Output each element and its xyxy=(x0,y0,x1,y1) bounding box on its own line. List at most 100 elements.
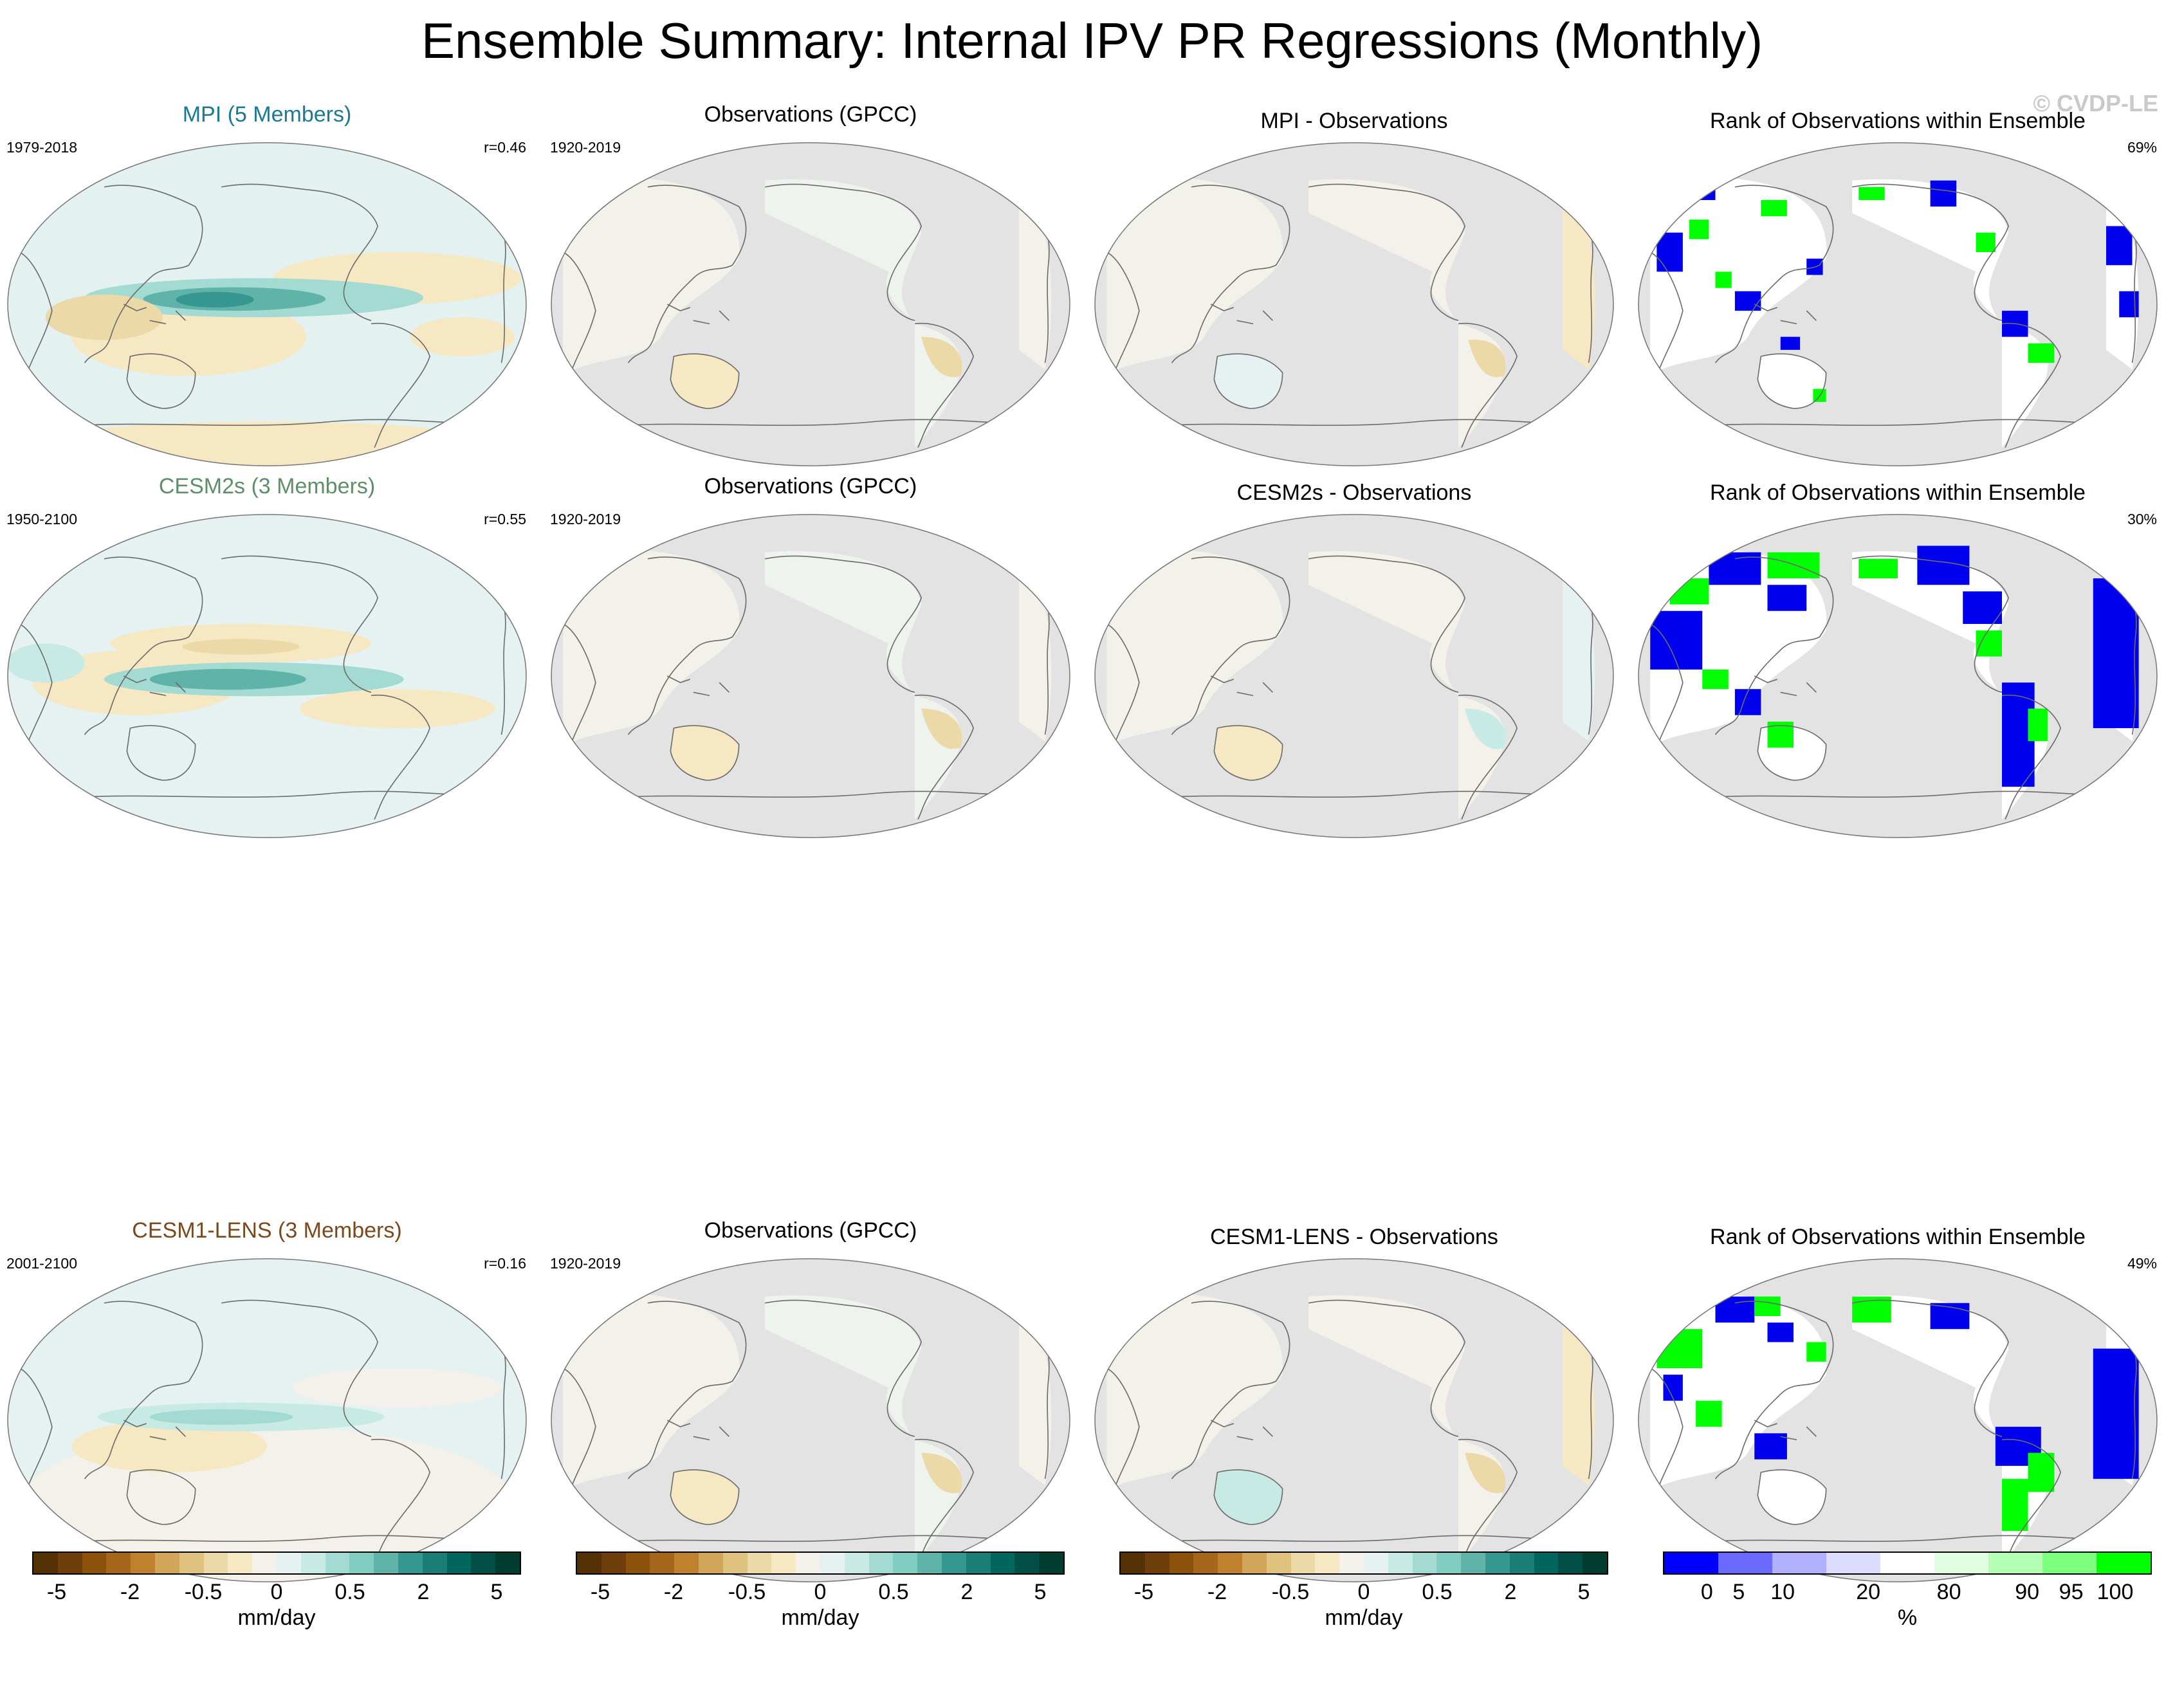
colorbar-tick-label: -2 xyxy=(120,1580,140,1604)
colorbar-swatch xyxy=(300,1553,326,1573)
map-rank-3 xyxy=(1638,1258,2158,1582)
colorbar-swatch xyxy=(698,1553,723,1573)
colorbar-swatches xyxy=(1663,1551,2152,1575)
colorbar-swatch xyxy=(1558,1553,1583,1573)
colorbar-tick-label: 0 xyxy=(1700,1580,1713,1604)
panel-mpi-model: MPI (5 Members) 1979-2018 r=0.46 xyxy=(0,102,534,475)
colorbar-swatch xyxy=(990,1553,1015,1573)
colorbar-swatch xyxy=(33,1553,58,1573)
colorbar-tick-label: 5 xyxy=(1732,1580,1745,1604)
colorbar-swatch xyxy=(471,1553,496,1573)
colorbar-swatch xyxy=(1315,1553,1340,1573)
colorbar-tick-label: -5 xyxy=(590,1580,610,1604)
colorbar-tick-label: -2 xyxy=(663,1580,684,1604)
colorbar-tick-label: 2 xyxy=(960,1580,973,1604)
colorbar-swatch xyxy=(1412,1553,1437,1573)
panel-years: 1920-2019 xyxy=(550,1255,621,1272)
colorbar-swatch xyxy=(1014,1553,1040,1573)
colorbar-obs: mm/day -5 -2 -0.5 0 0.5 2 5 xyxy=(576,1551,1065,1642)
colorbar-swatch xyxy=(422,1553,447,1573)
map-rank-2 xyxy=(1638,514,2158,838)
panel-cesm1-model: CESM1-LENS (3 Members) 2001-2100 r=0.16 xyxy=(0,1218,534,1591)
panel-percent: 69% xyxy=(2127,139,2157,156)
colorbar-unit: mm/day xyxy=(237,1606,316,1630)
panel-title: Observations (GPCC) xyxy=(704,474,917,499)
colorbar-swatch xyxy=(917,1553,942,1573)
panel-obs-3: Observations (GPCC) 1920-2019 xyxy=(544,1218,1078,1591)
colorbar-swatch xyxy=(276,1553,301,1573)
colorbar-swatch xyxy=(1193,1553,1218,1573)
colorbar-swatch xyxy=(82,1553,107,1573)
colorbar-tick-label: 0.5 xyxy=(1422,1580,1453,1604)
colorbar-swatch xyxy=(1436,1553,1462,1573)
colorbar-tick-label: 5 xyxy=(1034,1580,1047,1604)
colorbar-tick-label: 5 xyxy=(490,1580,503,1604)
panel-correlation: r=0.16 xyxy=(484,1255,526,1272)
colorbar-swatch xyxy=(1583,1553,1607,1573)
colorbar-tick-label: -0.5 xyxy=(184,1580,223,1604)
colorbar-swatch xyxy=(941,1553,966,1573)
colorbar-tick-label: 0.5 xyxy=(878,1580,909,1604)
colorbar-model: mm/day -5 -2 -0.5 0 0.5 2 5 xyxy=(32,1551,521,1642)
colorbar-tick-label: -5 xyxy=(46,1580,67,1604)
colorbar-swatch xyxy=(1485,1553,1510,1573)
panel-title: Rank of Observations within Ensemble xyxy=(1710,109,2086,133)
colorbar-swatch xyxy=(179,1553,204,1573)
colorbar-tick-label: -0.5 xyxy=(1271,1580,1310,1604)
colorbar-tick-label: 80 xyxy=(1936,1580,1961,1604)
colorbar-diff: mm/day -5 -2 -0.5 0 0.5 2 5 xyxy=(1119,1551,1608,1642)
panel-title: CESM1-LENS (3 Members) xyxy=(132,1218,402,1243)
colorbar-swatch xyxy=(771,1553,796,1573)
colorbar-swatch xyxy=(57,1553,82,1573)
colorbar-swatch xyxy=(252,1553,277,1573)
panel-years: 1920-2019 xyxy=(550,139,621,156)
panel-correlation: r=0.55 xyxy=(484,511,526,527)
colorbar-swatch xyxy=(966,1553,991,1573)
panel-correlation: r=0.46 xyxy=(484,139,526,156)
panel-percent: 30% xyxy=(2127,511,2157,527)
colorbar-swatch xyxy=(1339,1553,1364,1573)
panel-title: MPI (5 Members) xyxy=(182,102,352,127)
colorbar-swatch xyxy=(1988,1553,2042,1573)
panel-years: 2001-2100 xyxy=(6,1255,77,1272)
panel-obs-1: Observations (GPCC) 1920-2019 xyxy=(544,102,1078,475)
panel-title: CESM2s (3 Members) xyxy=(158,474,376,499)
colorbar-swatches xyxy=(576,1551,1065,1575)
colorbar-swatches xyxy=(1119,1551,1608,1575)
colorbar-swatch xyxy=(1363,1553,1388,1573)
colorbar-swatch xyxy=(349,1553,374,1573)
colorbar-swatch xyxy=(674,1553,699,1573)
panel-title: Observations (GPCC) xyxy=(704,102,917,127)
colorbar-swatches xyxy=(32,1551,521,1575)
colorbar-swatch xyxy=(1218,1553,1242,1573)
panel-title: Observations (GPCC) xyxy=(704,1218,917,1243)
colorbar-swatch xyxy=(495,1553,520,1573)
panel-title: MPI - Observations xyxy=(1260,109,1448,133)
colorbar-swatch xyxy=(1880,1553,1934,1573)
colorbar-swatch xyxy=(1266,1553,1291,1573)
colorbar-swatch xyxy=(2097,1553,2151,1573)
colorbar-unit: % xyxy=(1897,1606,1918,1630)
colorbar-swatch xyxy=(796,1553,820,1573)
colorbar-swatch xyxy=(1461,1553,1485,1573)
colorbar-rank: % 0 5 10 20 80 90 95 100 xyxy=(1663,1551,2152,1642)
panel-rank-2: Rank of Observations within Ensemble 30% xyxy=(1631,473,2165,846)
colorbar-swatch xyxy=(374,1553,398,1573)
credit-watermark: © CVDP-LE xyxy=(2033,90,2158,116)
colorbar-swatch xyxy=(625,1553,650,1573)
colorbar-swatch xyxy=(1934,1553,1988,1573)
colorbar-swatch xyxy=(650,1553,675,1573)
colorbar-tick-label: 0 xyxy=(814,1580,827,1604)
colorbar-swatch xyxy=(1169,1553,1194,1573)
panel-years: 1920-2019 xyxy=(550,511,621,527)
colorbar-swatch xyxy=(844,1553,869,1573)
map-diff-3 xyxy=(1094,1258,1614,1582)
map-diff-1 xyxy=(1094,142,1614,466)
colorbar-swatch xyxy=(1534,1553,1559,1573)
colorbar-tick-label: -2 xyxy=(1207,1580,1227,1604)
colorbar-unit: mm/day xyxy=(1325,1606,1403,1630)
colorbar-swatch xyxy=(1826,1553,1880,1573)
map-rank-1 xyxy=(1638,142,2158,466)
colorbar-swatch xyxy=(1388,1553,1413,1573)
map-cesm2s-model xyxy=(7,514,527,838)
